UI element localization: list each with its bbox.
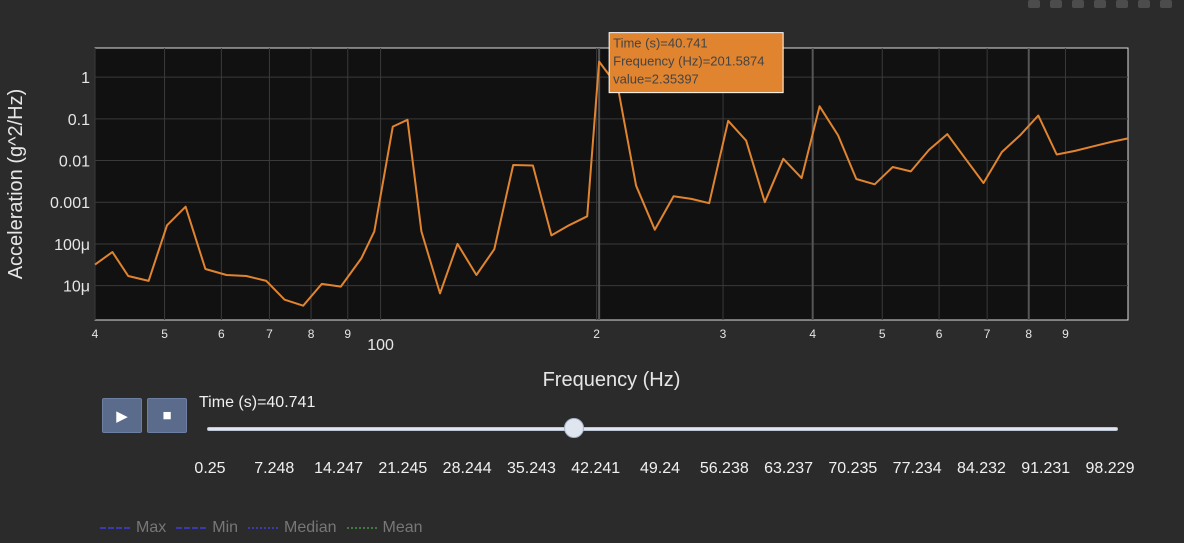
slider-step-label[interactable]: 56.238 (699, 460, 749, 477)
slider-current-value: Time (s)=40.741 (199, 394, 316, 411)
slider-step-label[interactable]: 98.229 (1085, 460, 1135, 477)
slider-step-label[interactable]: 28.244 (442, 460, 492, 477)
y-axis-ticks: 10μ 100μ 0.001 0.01 0.1 1 (50, 70, 90, 295)
y-tick-label: 1 (81, 70, 90, 87)
legend-item-median[interactable]: Median (248, 519, 337, 537)
slider-step-label[interactable]: 35.243 (506, 460, 556, 477)
slider-step-label[interactable]: 0.25 (194, 460, 226, 477)
slider-step-label[interactable]: 91.231 (1021, 460, 1071, 477)
tooltip-time: Time (s)=40.741 (613, 36, 708, 51)
x-tick-label: 6 (218, 327, 225, 341)
x-tick-label: 100 (367, 337, 394, 354)
legend-swatch-median (248, 527, 279, 529)
hover-tooltip: Time (s)=40.741 Frequency (Hz)=201.5874 … (608, 32, 784, 94)
series-line[interactable] (94, 60, 1129, 307)
slider-step-label[interactable]: 14.247 (314, 460, 364, 477)
camera-icon[interactable] (1028, 0, 1040, 8)
x-tick-label: 7 (984, 327, 991, 341)
slider-step-label[interactable]: 49.24 (639, 460, 681, 477)
y-tick-label: 100μ (54, 237, 90, 254)
zoom-icon[interactable] (1050, 0, 1062, 8)
zoom-in-icon[interactable] (1094, 0, 1106, 8)
slider-step-label[interactable]: 21.245 (378, 460, 428, 477)
plot-area (94, 47, 1129, 321)
slider-step-label[interactable]: 70.235 (828, 460, 878, 477)
slider-step-label[interactable]: 42.241 (571, 460, 621, 477)
x-tick-label: 7 (266, 327, 273, 341)
stop-button[interactable]: ■ (147, 398, 187, 433)
x-axis-title: Frequency (Hz) (543, 369, 681, 391)
tooltip-value: value=2.35397 (613, 72, 699, 87)
zoom-out-icon[interactable] (1116, 0, 1128, 8)
x-tick-label: 2 (593, 327, 600, 341)
legend-swatch-max (100, 527, 130, 529)
x-tick-label: 6 (936, 327, 943, 341)
x-axis-ticks: 4 5 6 7 8 9 100 2 3 4 5 6 7 8 9 (92, 327, 1069, 354)
y-tick-label: 0.01 (59, 154, 90, 171)
pan-icon[interactable] (1072, 0, 1084, 8)
time-slider-track[interactable] (207, 427, 1118, 431)
legend-item-min[interactable]: Min (176, 519, 238, 537)
slider-step-label[interactable]: 84.232 (956, 460, 1006, 477)
x-tick-label: 5 (161, 327, 168, 341)
y-tick-label: 0.001 (50, 195, 90, 212)
slider-step-label[interactable]: 77.234 (892, 460, 942, 477)
x-tick-label: 9 (1062, 327, 1069, 341)
slider-step-label[interactable]: 63.237 (764, 460, 814, 477)
slider-step-label[interactable]: 7.248 (254, 460, 295, 477)
legend-item-max[interactable]: Max (100, 519, 166, 537)
x-tick-label: 5 (879, 327, 886, 341)
psd-chart: 4 5 6 7 8 9 100 2 3 4 5 6 7 8 9 10μ 100μ 0.001 0.01 0.1 1 F… (5, 32, 1129, 391)
legend-label-median: Median (284, 519, 337, 536)
autoscale-icon[interactable] (1138, 0, 1150, 8)
grid-lines (94, 48, 1128, 320)
y-tick-label: 0.1 (68, 112, 90, 129)
play-icon: ▶ (116, 407, 128, 425)
legend: Max Min Median Mean (100, 519, 423, 537)
legend-item-mean[interactable]: Mean (346, 519, 423, 537)
legend-label-max: Max (136, 519, 167, 536)
chart-modebar (1028, 0, 1172, 10)
x-tick-label: 8 (308, 327, 315, 341)
y-tick-label: 10μ (63, 279, 90, 296)
x-tick-label: 3 (720, 327, 727, 341)
legend-swatch-mean (346, 527, 377, 529)
reset-axes-icon[interactable] (1160, 0, 1172, 8)
tooltip-frequency: Frequency (Hz)=201.5874 (613, 54, 764, 69)
x-tick-label: 8 (1025, 327, 1032, 341)
legend-swatch-min (176, 527, 207, 529)
play-button[interactable]: ▶ (102, 398, 142, 433)
legend-label-mean: Mean (382, 519, 423, 536)
x-tick-label: 4 (92, 327, 99, 341)
tooltip-box (608, 32, 784, 94)
time-slider-handle[interactable] (564, 418, 585, 438)
x-tick-label: 9 (344, 327, 351, 341)
y-axis-title: Acceleration (g^2/Hz) (5, 89, 27, 280)
x-tick-label: 4 (809, 327, 816, 341)
stop-icon: ■ (162, 407, 172, 424)
legend-label-min: Min (212, 519, 239, 536)
